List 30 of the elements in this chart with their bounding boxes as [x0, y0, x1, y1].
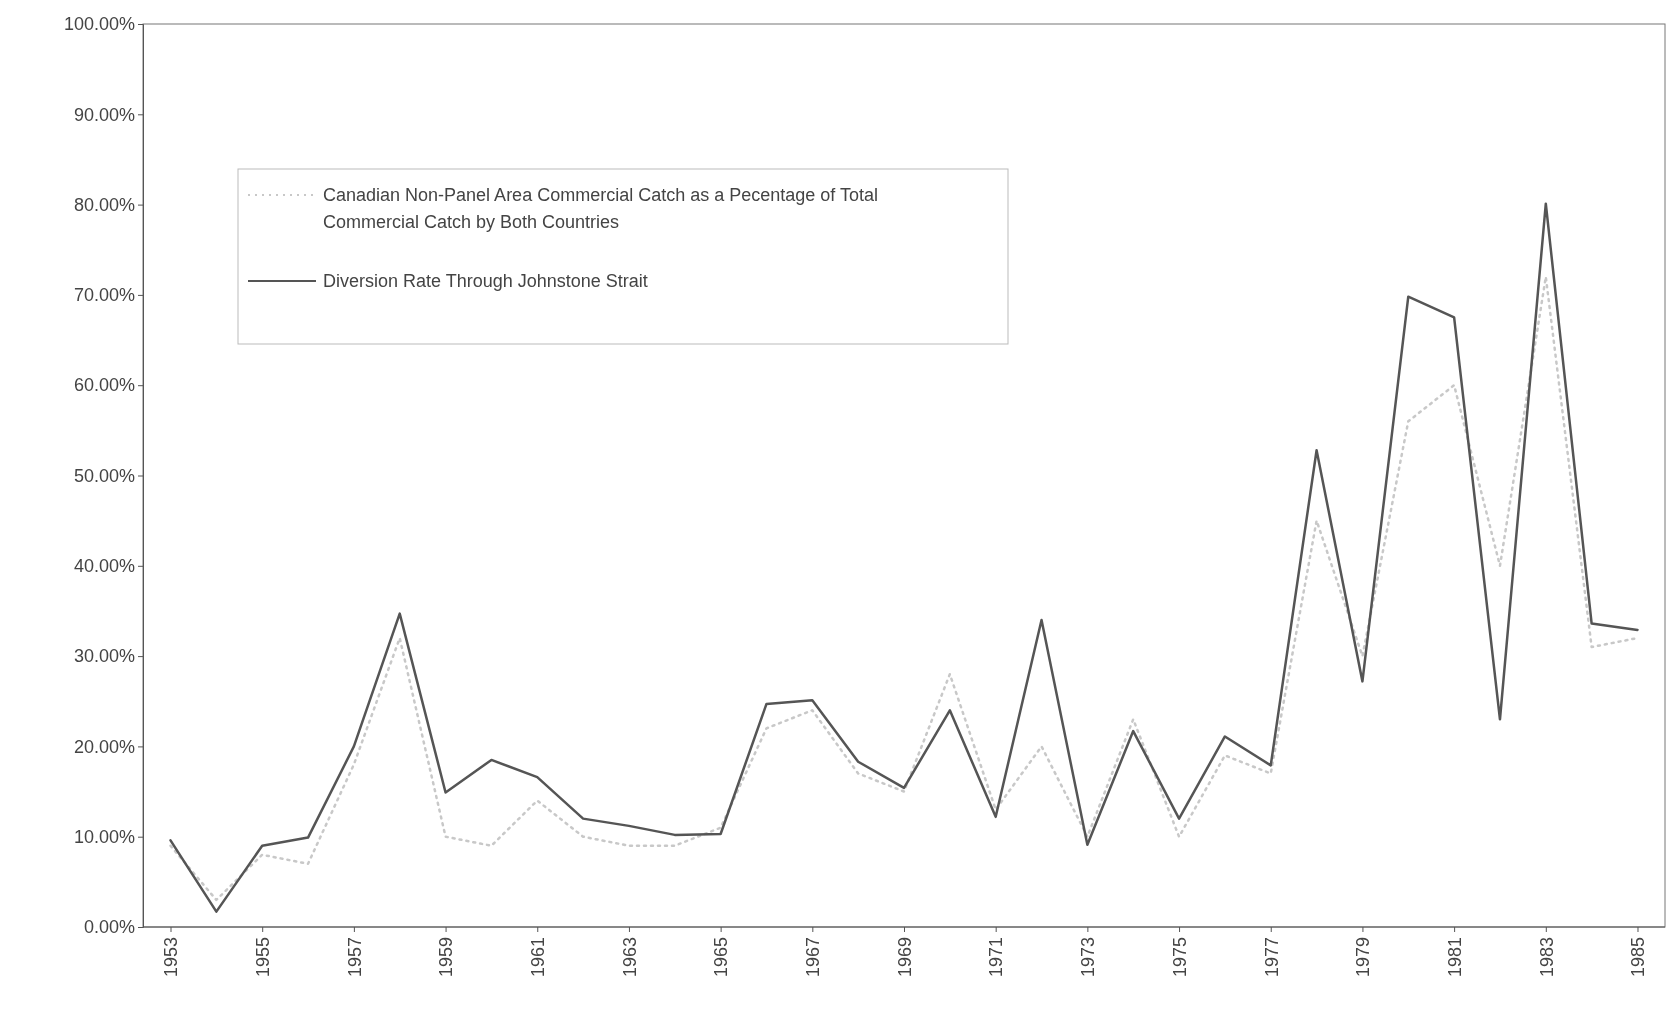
- x-tick-label: 1983: [1536, 937, 1557, 978]
- x-tick-label: 1975: [1169, 937, 1190, 978]
- y-tick-label: 10.00%: [73, 826, 135, 847]
- x-tick-label: 1977: [1261, 937, 1282, 978]
- y-tick-label: 70.00%: [73, 285, 135, 306]
- y-tick-label: 20.00%: [73, 736, 135, 757]
- x-tick-label: 1979: [1353, 937, 1374, 978]
- x-tick-label: 1957: [344, 937, 365, 978]
- x-tick-label: 1971: [986, 937, 1007, 978]
- x-tick-label: 1973: [1078, 937, 1099, 978]
- y-tick-label: 40.00%: [73, 556, 135, 577]
- y-tick-label: 50.00%: [73, 465, 135, 486]
- x-tick-label: 1953: [161, 937, 182, 978]
- x-tick-label: 1959: [436, 937, 457, 978]
- x-tick-label: 1961: [528, 937, 549, 978]
- x-tick-label: 1965: [711, 937, 732, 978]
- y-tick-label: 30.00%: [73, 646, 135, 667]
- x-tick-label: 1985: [1628, 937, 1649, 978]
- y-tick-label: 60.00%: [73, 375, 135, 396]
- y-tick-label: 100.00%: [63, 14, 135, 35]
- x-tick-label: 1963: [619, 937, 640, 978]
- x-tick-label: 1955: [252, 937, 273, 978]
- y-tick-label: 0.00%: [83, 917, 135, 938]
- x-tick-label: 1969: [894, 937, 915, 978]
- x-tick-label: 1981: [1444, 937, 1465, 978]
- y-tick-label: 90.00%: [73, 104, 135, 125]
- legend-label: Canadian Non-Panel Area Commercial Catch as a Pecentage of Total Commercial Catch by Both Countries: [323, 185, 878, 232]
- x-tick-label: 1967: [803, 937, 824, 978]
- legend-label: Diversion Rate Through Johnstone Strait: [323, 271, 648, 291]
- y-tick-label: 80.00%: [73, 194, 135, 215]
